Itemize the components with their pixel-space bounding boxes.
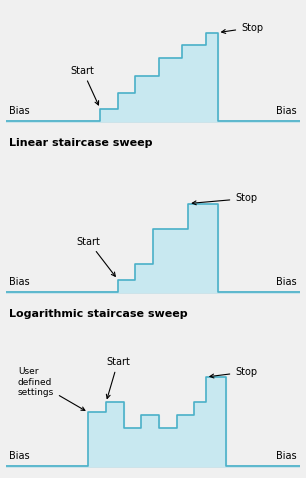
Text: Stop: Stop bbox=[192, 194, 257, 205]
Polygon shape bbox=[6, 377, 300, 466]
Text: Start: Start bbox=[106, 357, 130, 399]
Text: Start: Start bbox=[71, 65, 99, 105]
Text: User
defined
settings: User defined settings bbox=[18, 367, 85, 411]
Text: Linear staircase sweep: Linear staircase sweep bbox=[9, 138, 153, 148]
Text: Bias: Bias bbox=[9, 106, 30, 116]
Text: Bias: Bias bbox=[276, 106, 297, 116]
Text: Bias: Bias bbox=[9, 277, 30, 287]
Text: Stop: Stop bbox=[210, 367, 257, 378]
Polygon shape bbox=[6, 204, 300, 292]
Text: Bias: Bias bbox=[276, 277, 297, 287]
Text: Logarithmic staircase sweep: Logarithmic staircase sweep bbox=[9, 309, 188, 319]
Text: Bias: Bias bbox=[9, 451, 30, 461]
Text: Stop: Stop bbox=[222, 22, 263, 33]
Polygon shape bbox=[6, 33, 300, 121]
Text: Start: Start bbox=[76, 237, 115, 276]
Text: Bias: Bias bbox=[276, 451, 297, 461]
